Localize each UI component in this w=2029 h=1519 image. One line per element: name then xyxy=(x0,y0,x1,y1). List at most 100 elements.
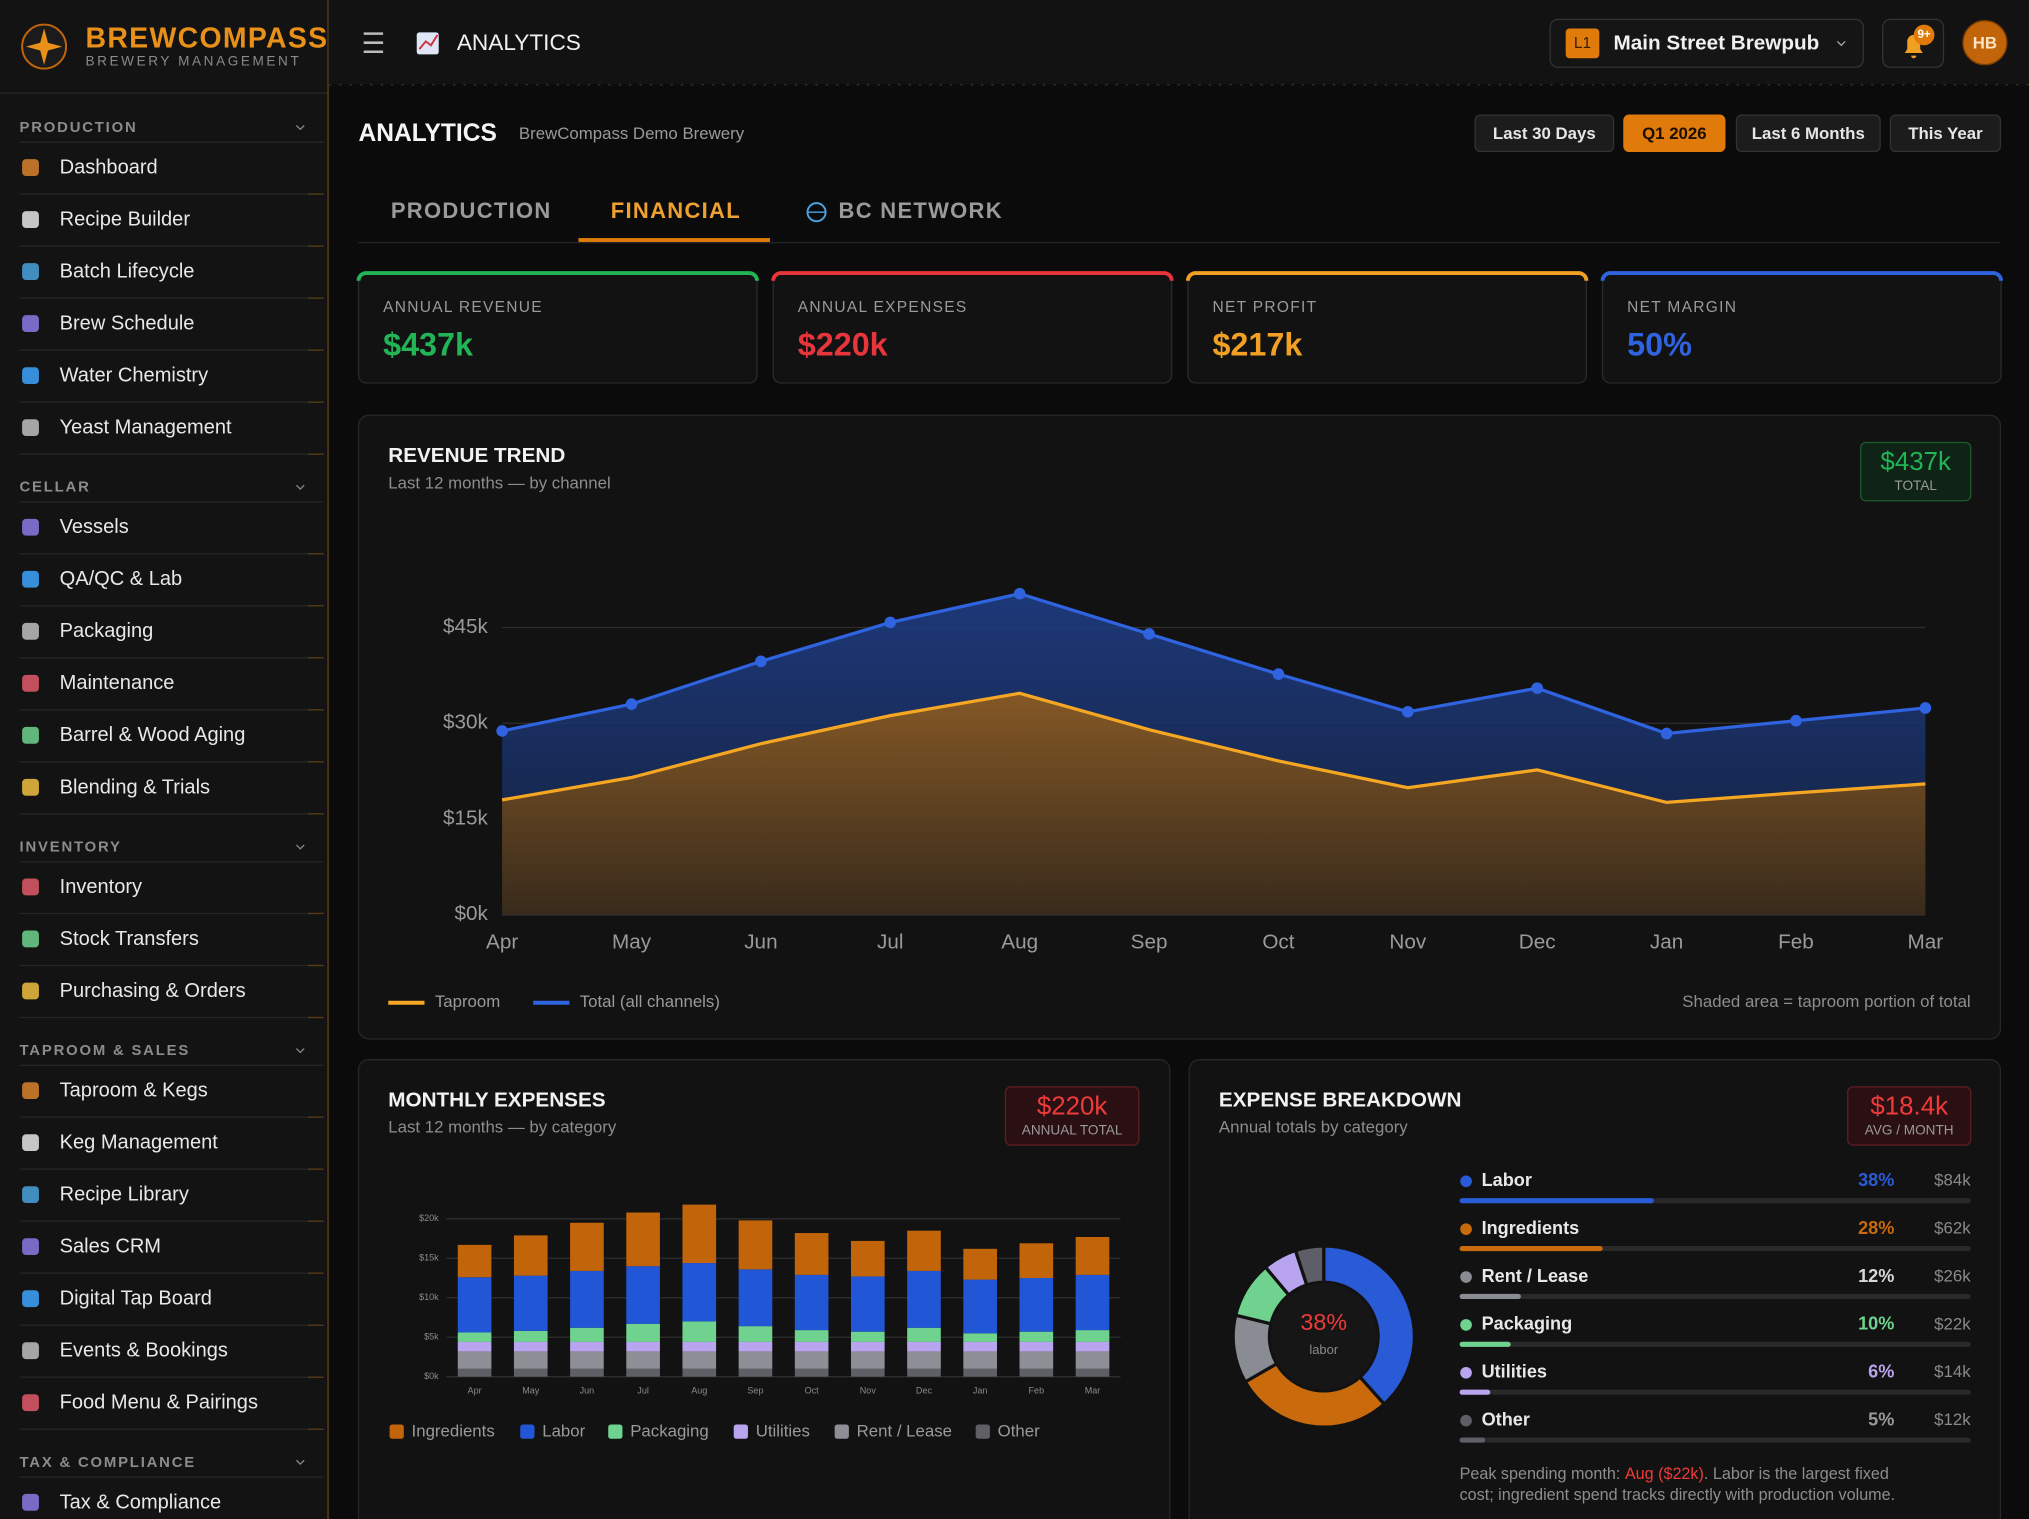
location-code-badge xyxy=(1565,28,1600,59)
nav-item[interactable]: Dashboard xyxy=(60,156,158,178)
nav-section-title[interactable]: CELLAR xyxy=(20,480,91,496)
chart-badge xyxy=(1004,1086,1140,1146)
avatar-initials[interactable]: HB xyxy=(1973,33,1997,52)
kpi-value: $220k xyxy=(798,326,889,362)
row-percent: 6% xyxy=(1868,1362,1894,1382)
bar-segment xyxy=(1019,1351,1054,1369)
row-percent: 5% xyxy=(1868,1409,1894,1429)
row-label: Labor xyxy=(1482,1170,1532,1190)
x-tick-label: Oct xyxy=(805,1385,820,1395)
legend-label[interactable]: Packaging xyxy=(630,1422,709,1441)
nav-item[interactable]: Events & Bookings xyxy=(60,1340,228,1362)
row-percent: 28% xyxy=(1858,1218,1894,1238)
nav-section-title[interactable]: TAX & COMPLIANCE xyxy=(20,1455,196,1471)
location-name[interactable]: Main Street Brewpub xyxy=(1614,31,1820,54)
range-button[interactable] xyxy=(1889,114,2002,153)
bar-segment xyxy=(682,1351,717,1369)
row-bar xyxy=(1459,1389,1491,1395)
nav-item[interactable]: Tax & Compliance xyxy=(60,1491,222,1513)
location-selector[interactable] xyxy=(1549,18,1864,68)
nav-item[interactable]: Water Chemistry xyxy=(60,365,209,387)
row-label: Packaging xyxy=(1482,1314,1573,1334)
series-line xyxy=(501,691,1926,805)
nav-item[interactable]: Keg Management xyxy=(60,1132,219,1154)
range-label[interactable]: This Year xyxy=(1908,124,1983,143)
x-tick-label: Feb xyxy=(1029,1385,1045,1395)
row-bar xyxy=(1459,1245,1603,1252)
range-button[interactable] xyxy=(1735,114,1881,153)
nav-section-title[interactable]: TAPROOM & SALES xyxy=(20,1043,191,1059)
range-button[interactable] xyxy=(1474,114,1615,153)
nav-icon xyxy=(22,930,39,948)
nav-icon xyxy=(22,1290,39,1308)
range-button[interactable] xyxy=(1623,114,1726,153)
range-label[interactable]: Last 30 Days xyxy=(1493,124,1596,143)
legend-label[interactable]: Taproom xyxy=(435,992,500,1011)
y-tick-label: $0k xyxy=(455,902,489,925)
legend-label[interactable]: Ingredients xyxy=(412,1422,495,1441)
nav-item[interactable]: Yeast Management xyxy=(60,417,232,439)
legend-label[interactable]: Utilities xyxy=(756,1422,810,1441)
bar-segment xyxy=(963,1351,997,1369)
range-label[interactable]: Q1 2026 xyxy=(1642,124,1707,143)
nav-item[interactable]: Purchasing & Orders xyxy=(60,980,246,1002)
bar-segment xyxy=(457,1277,492,1333)
nav-item[interactable]: Batch Lifecycle xyxy=(60,261,195,283)
nav-icon xyxy=(22,622,39,640)
legend-label[interactable]: Rent / Lease xyxy=(857,1422,952,1441)
nav-item[interactable]: Vessels xyxy=(60,516,129,538)
tab[interactable]: FINANCIAL xyxy=(611,198,741,223)
range-label[interactable]: Last 6 Months xyxy=(1752,124,1865,143)
chart-title: MONTHLY EXPENSES xyxy=(388,1089,605,1112)
tab[interactable]: BC NETWORK xyxy=(839,198,1003,223)
bar-segment xyxy=(1075,1236,1110,1275)
legend-swatch xyxy=(834,1424,849,1439)
nav-item[interactable]: Inventory xyxy=(60,876,142,898)
nav-item[interactable]: Taproom & Kegs xyxy=(60,1080,208,1102)
legend-label[interactable]: Total (all channels) xyxy=(580,992,720,1011)
bar-segment xyxy=(907,1327,941,1342)
nav-item[interactable]: Brew Schedule xyxy=(60,313,195,335)
bar-segment xyxy=(1019,1278,1054,1332)
nav-item[interactable]: Barrel & Wood Aging xyxy=(60,724,246,746)
bar-segment xyxy=(738,1341,773,1352)
bar-segment xyxy=(1075,1368,1110,1377)
nav-item[interactable]: Digital Tap Board xyxy=(60,1288,212,1310)
bar-segment xyxy=(850,1351,885,1369)
row-label: Other xyxy=(1482,1409,1530,1429)
nav-item[interactable]: Blending & Trials xyxy=(60,776,210,798)
chart-badge xyxy=(1847,1086,1972,1146)
nav-icon xyxy=(22,674,39,692)
chart-subtitle: Last 12 months — by category xyxy=(388,1118,617,1137)
kpi-accent xyxy=(771,271,1174,282)
y-tick-label: $15k xyxy=(419,1253,439,1263)
nav-item[interactable]: Recipe Library xyxy=(60,1184,189,1206)
data-point xyxy=(1919,702,1932,714)
bar-segment xyxy=(963,1341,997,1352)
nav-item[interactable]: Maintenance xyxy=(60,672,175,694)
nav-item[interactable]: Recipe Builder xyxy=(60,209,191,231)
kpi-accent xyxy=(1600,271,2004,282)
legend-label[interactable]: Labor xyxy=(542,1422,585,1441)
tab[interactable]: PRODUCTION xyxy=(391,198,552,223)
bar-segment xyxy=(794,1233,829,1275)
data-point xyxy=(496,725,508,737)
nav-item[interactable]: Stock Transfers xyxy=(60,928,199,950)
nav-item[interactable]: QA/QC & Lab xyxy=(60,568,183,590)
sidebar xyxy=(0,0,328,1519)
avatar[interactable] xyxy=(1962,20,2008,66)
row-bar xyxy=(1459,1341,1511,1347)
nav-item[interactable]: Food Menu & Pairings xyxy=(60,1392,258,1414)
legend-swatch xyxy=(975,1424,990,1439)
bar-segment xyxy=(513,1330,548,1342)
row-dot xyxy=(1460,1366,1472,1379)
nav-item[interactable]: Packaging xyxy=(60,620,154,642)
badge-label: TOTAL xyxy=(1894,478,1937,493)
nav-item[interactable]: Sales CRM xyxy=(60,1236,161,1258)
bar-segment xyxy=(850,1331,885,1342)
legend-label[interactable]: Other xyxy=(998,1422,1040,1441)
nav-section-title[interactable]: INVENTORY xyxy=(20,839,122,855)
chart-note: Shaded area = taproom portion of total xyxy=(1682,992,1970,1011)
nav-section-title[interactable]: PRODUCTION xyxy=(20,120,138,136)
